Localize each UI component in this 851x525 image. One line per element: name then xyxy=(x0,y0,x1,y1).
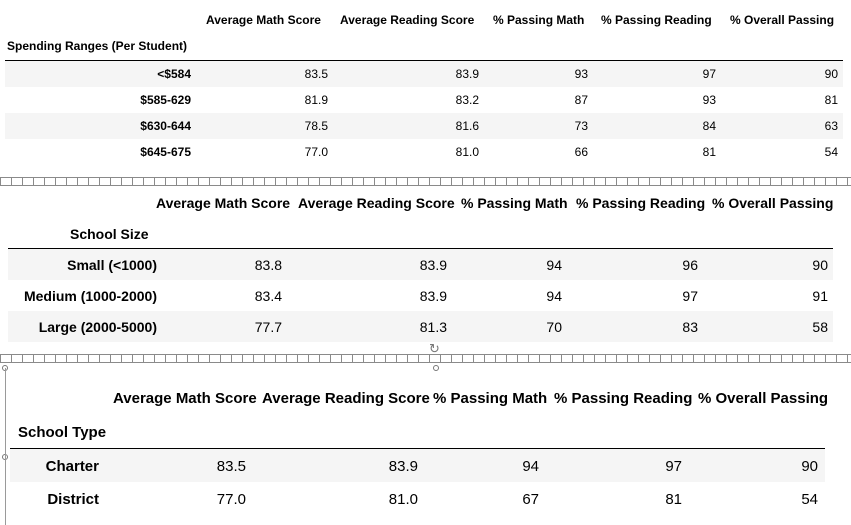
cell-divider-ruler[interactable] xyxy=(0,177,851,186)
index-label-school-type: School Type xyxy=(18,424,107,441)
table-cell: 83.9 xyxy=(388,458,418,475)
table-cell: 78.5 xyxy=(304,119,328,133)
index-label-school-size: School Size xyxy=(70,226,149,242)
header-rule xyxy=(10,448,825,449)
table-cell: 54 xyxy=(824,145,838,159)
table-cell: 77.0 xyxy=(216,491,246,508)
column-header-avg-math: Average Math Score xyxy=(113,390,257,407)
header-rule xyxy=(8,248,833,249)
row-stripe xyxy=(5,61,843,87)
column-header-pct-math: % Passing Math xyxy=(493,13,585,27)
table-cell: 81.3 xyxy=(419,319,447,335)
table-cell: 87 xyxy=(574,93,588,107)
table-cell: 81 xyxy=(665,491,682,508)
table-cell: 63 xyxy=(824,119,838,133)
index-label-spending: Spending Ranges (Per Student) xyxy=(7,39,188,53)
table-cell: 67 xyxy=(522,491,539,508)
column-header-avg-reading: Average Reading Score xyxy=(340,13,475,27)
table-cell: 81.0 xyxy=(388,491,418,508)
column-header-pct-reading: % Passing Reading xyxy=(576,195,706,211)
table-cell: 58 xyxy=(812,319,828,335)
table-cell: 83.9 xyxy=(455,67,479,81)
table-cell: 81 xyxy=(824,93,838,107)
row-label: $630-644 xyxy=(140,119,191,133)
cell-divider-ruler[interactable] xyxy=(0,354,851,363)
column-header-pct-reading: % Passing Reading xyxy=(554,390,693,407)
row-stripe xyxy=(8,311,833,342)
table-cell: 83.9 xyxy=(419,257,447,273)
table-cell: 83.5 xyxy=(216,458,246,475)
table-cell: 83.9 xyxy=(419,288,447,304)
table-cell: 83.2 xyxy=(455,93,479,107)
row-label: $585-629 xyxy=(140,93,191,107)
table-cell: 70 xyxy=(546,319,562,335)
row-stripe xyxy=(8,249,833,280)
table-cell: 77.7 xyxy=(254,319,282,335)
table-cell: 81.9 xyxy=(304,93,328,107)
column-header-pct-math: % Passing Math xyxy=(461,195,568,211)
row-label: Charter xyxy=(45,458,99,475)
table-cell: 93 xyxy=(702,93,716,107)
column-header-pct-reading: % Passing Reading xyxy=(601,13,712,27)
row-label: $645-675 xyxy=(140,145,191,159)
table-cell: 90 xyxy=(801,458,818,475)
table-cell: 90 xyxy=(812,257,828,273)
table-cell: 66 xyxy=(574,145,588,159)
table-cell: 94 xyxy=(546,257,562,273)
rotate-handle-icon[interactable]: ↻ xyxy=(429,341,440,356)
column-header-avg-math: Average Math Score xyxy=(206,13,321,27)
row-label: District xyxy=(47,491,99,508)
selection-border xyxy=(5,368,6,525)
column-header-avg-reading: Average Reading Score xyxy=(262,390,430,407)
column-header-pct-overall: % Overall Passing xyxy=(698,390,829,407)
table-cell: 96 xyxy=(682,257,698,273)
table-cell: 91 xyxy=(812,288,828,304)
table-cell: 54 xyxy=(801,491,818,508)
table-cell: 97 xyxy=(665,458,682,475)
table-cell: 83.8 xyxy=(254,257,282,273)
column-header-avg-math: Average Math Score xyxy=(156,195,291,211)
table-cell: 93 xyxy=(574,67,588,81)
column-header-pct-overall: % Overall Passing xyxy=(730,13,835,27)
table-cell: 94 xyxy=(546,288,562,304)
column-header-avg-reading: Average Reading Score xyxy=(298,195,455,211)
row-stripe xyxy=(10,449,825,482)
table-cell: 81.0 xyxy=(455,145,479,159)
table-cell: 94 xyxy=(522,458,539,475)
table-cell: 83 xyxy=(682,319,698,335)
row-label: Medium (1000-2000) xyxy=(23,288,157,304)
column-header-pct-overall: % Overall Passing xyxy=(712,195,834,211)
table-cell: 83.4 xyxy=(254,288,282,304)
row-stripe xyxy=(5,113,843,139)
column-header-pct-math: % Passing Math xyxy=(433,390,548,407)
table-cell: 83.5 xyxy=(304,67,328,81)
table-cell: 90 xyxy=(824,67,838,81)
table-cell: 81 xyxy=(702,145,716,159)
table-cell: 97 xyxy=(702,67,716,81)
row-label: Small (<1000) xyxy=(67,257,157,273)
table-cell: 84 xyxy=(702,119,716,133)
table-cell: 81.6 xyxy=(455,119,479,133)
table-cell: 73 xyxy=(574,119,588,133)
table-cell: 97 xyxy=(682,288,698,304)
row-label: Large (2000-5000) xyxy=(38,319,157,335)
row-label: <$584 xyxy=(157,67,191,81)
header-rule xyxy=(5,60,843,61)
resize-handle-icon[interactable] xyxy=(433,365,439,371)
table-cell: 77.0 xyxy=(304,145,328,159)
